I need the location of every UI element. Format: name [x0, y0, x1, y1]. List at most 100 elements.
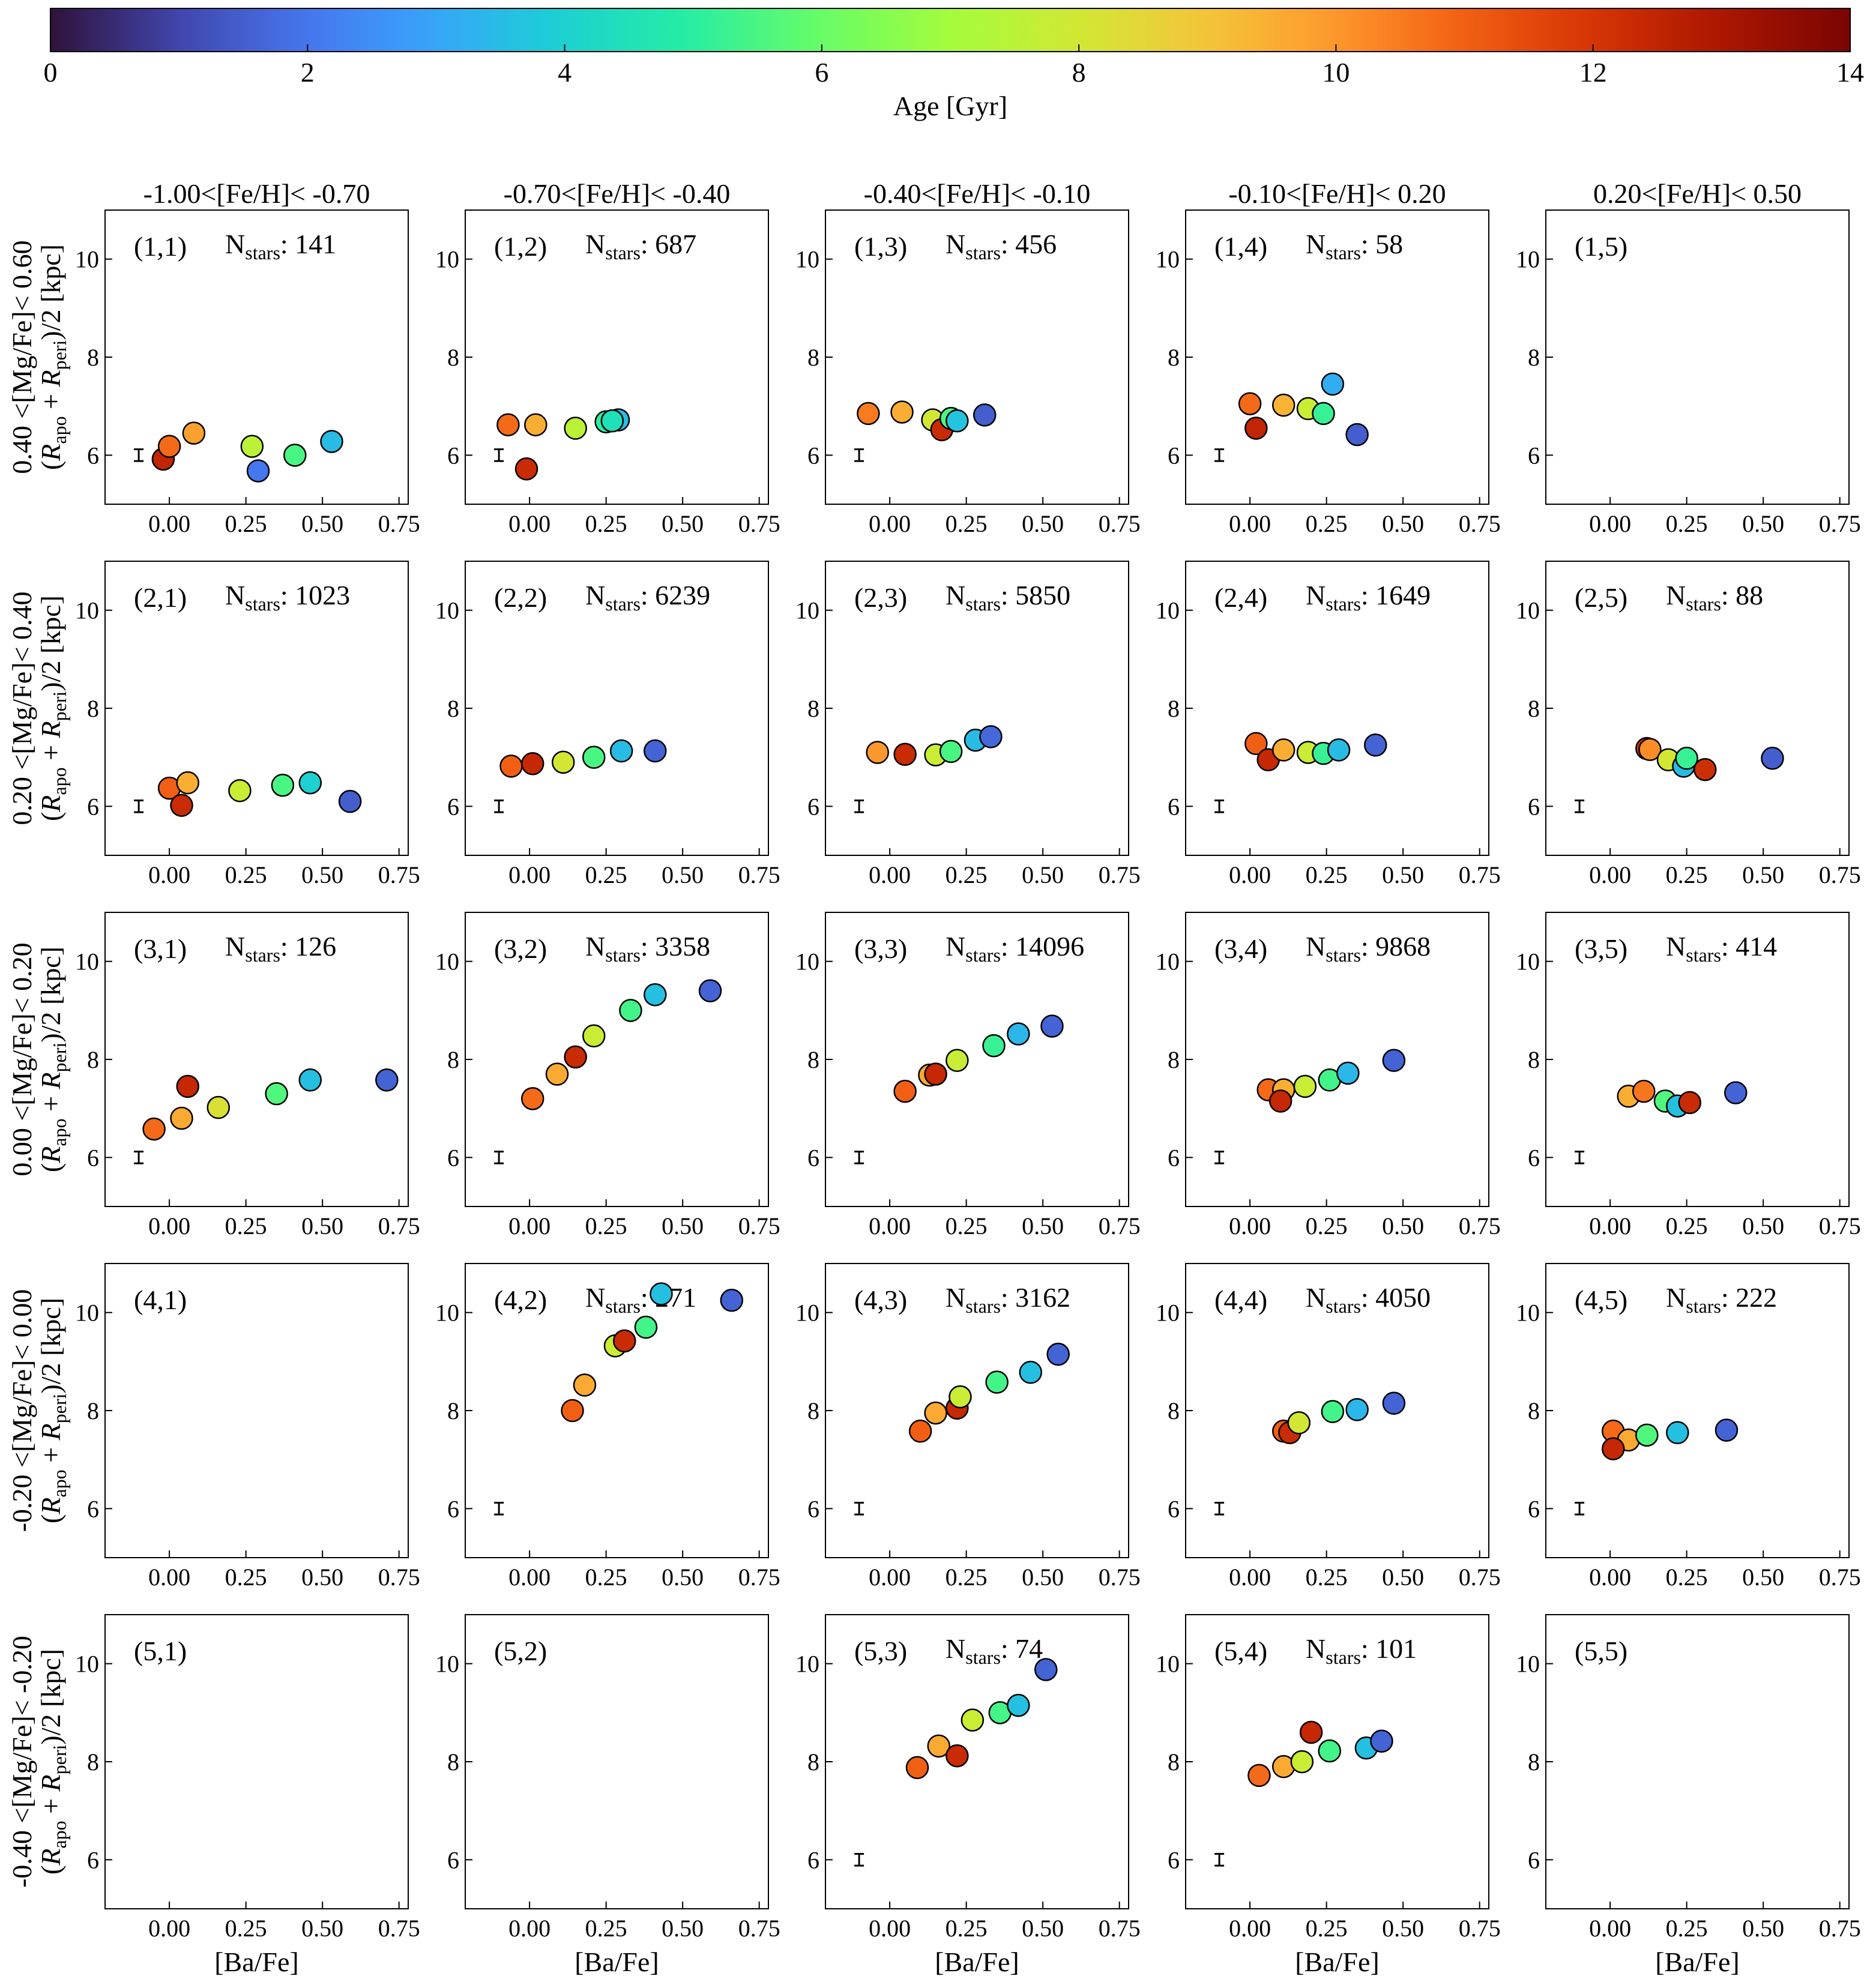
nstars-label: Nstars: 9868 — [1306, 931, 1431, 966]
x-axis-label: [Ba/Fe] — [575, 1947, 659, 1977]
panel-grid: -1.00<[Fe/H]< -0.70 -0.70<[Fe/H]< -0.40 -0… — [7, 178, 1861, 1977]
x-tick-label: 0.25 — [225, 1212, 267, 1240]
panel-index: (4,5) — [1575, 1285, 1627, 1315]
nstars-value: 3358 — [655, 931, 710, 962]
nstars-value: 222 — [1736, 1282, 1777, 1313]
x-tick-label: 0.50 — [1382, 861, 1424, 888]
data-point — [1364, 733, 1387, 757]
data-point — [1321, 372, 1345, 396]
x-axis-label: [Ba/Fe] — [214, 1947, 299, 1977]
panel: 0.00 0.25 0.50 0.75 6 8 10 (4,1) — [75, 1263, 420, 1591]
y-tick-label: 10 — [1516, 597, 1540, 624]
data-point — [1694, 758, 1717, 782]
y-axis-label: (Rapo + Rperi)/2 [kpc] — [35, 947, 70, 1172]
data-point — [1345, 423, 1369, 447]
x-tick-label: 0.75 — [738, 861, 780, 888]
colorbar-label: Age [Gyr] — [893, 91, 1007, 121]
x-tick-label: 0.75 — [1459, 1564, 1501, 1591]
x-tick-label: 0.00 — [869, 1915, 911, 1942]
data-point — [619, 999, 642, 1022]
data-point — [893, 1079, 917, 1103]
data-point — [1666, 1421, 1689, 1444]
panel: 0.00 0.25 0.50 0.75 6 8 10 (2,2) Nstars: 6239 — [435, 561, 780, 888]
x-axis-label: [Ba/Fe] — [1655, 1947, 1740, 1977]
data-point — [1345, 1398, 1369, 1421]
y-tick-label: 8 — [447, 344, 459, 371]
nstars-label: Nstars: 101 — [1306, 1633, 1417, 1668]
data-point — [1040, 1014, 1064, 1038]
x-tick-label: 0.00 — [148, 1915, 190, 1942]
data-point — [866, 741, 889, 764]
colorbar-tick-label: 4 — [558, 57, 572, 88]
error-bar — [854, 448, 864, 462]
error-bar — [1575, 800, 1585, 813]
x-tick-label: 0.75 — [1819, 861, 1861, 888]
y-tick-label: 6 — [447, 442, 459, 469]
data-point — [271, 773, 295, 797]
x-tick-label: 0.00 — [508, 510, 550, 537]
data-point — [698, 979, 722, 1002]
data-point — [1632, 1079, 1656, 1103]
error-bar — [1214, 1853, 1225, 1867]
panel-index: (2,1) — [134, 582, 187, 613]
data-point — [499, 755, 523, 778]
data-point — [644, 983, 667, 1007]
y-tick-label: 10 — [795, 948, 819, 975]
panel-index: (2,3) — [854, 582, 907, 613]
data-point — [961, 1708, 985, 1732]
panel: 0.00 0.25 0.50 0.75 6 8 10 (5,4) Nstars: 101 [Ba/… — [1156, 1614, 1501, 1977]
y-tick-label: 6 — [87, 1846, 99, 1873]
data-point — [1715, 1418, 1739, 1442]
panel-index: (2,5) — [1575, 582, 1627, 613]
nstars-value: 14096 — [1015, 931, 1084, 962]
y-tick-label: 10 — [1156, 1300, 1180, 1327]
x-tick-label: 0.50 — [1022, 1564, 1064, 1591]
panel-index: (3,5) — [1575, 933, 1627, 964]
nstars-label: Nstars: 1023 — [225, 580, 350, 615]
error-bar — [1214, 1502, 1225, 1516]
nstars-value: 6239 — [655, 580, 710, 610]
y-tick-label: 10 — [75, 246, 99, 273]
y-tick-label: 6 — [1168, 1144, 1180, 1171]
y-tick-label: 10 — [795, 597, 819, 624]
y-tick-label: 10 — [1516, 1300, 1540, 1327]
error-bar — [494, 448, 504, 462]
y-tick-label: 10 — [1516, 1651, 1540, 1678]
x-tick-label: 0.50 — [301, 1212, 343, 1240]
y-tick-label: 10 — [435, 246, 459, 273]
x-tick-label: 0.25 — [585, 1564, 627, 1591]
panel: 0.00 0.25 0.50 0.75 6 8 10 (3,5) Nstars: 414 — [1516, 912, 1861, 1240]
data-point — [1293, 1074, 1317, 1098]
panel-index: (2,2) — [494, 582, 547, 613]
row-label: 0.40 <[Mg/Fe]< 0.60(Rapo + Rperi)/2 [kpc… — [7, 240, 70, 474]
data-point — [609, 739, 633, 763]
data-point — [973, 403, 997, 427]
column-title: -0.70<[Fe/H]< -0.40 — [504, 178, 731, 209]
y-tick-label: 8 — [447, 695, 459, 722]
x-tick-label: 0.00 — [869, 1212, 911, 1240]
x-tick-label: 0.25 — [946, 1564, 988, 1591]
nstars-label: Nstars: 5850 — [946, 580, 1070, 615]
colorbar-tick-label: 2 — [301, 57, 315, 88]
x-tick-label: 0.00 — [1589, 1212, 1631, 1240]
y-axis-label: (Rapo + Rperi)/2 [kpc] — [35, 1298, 70, 1523]
x-tick-label: 0.50 — [301, 861, 343, 888]
x-tick-label: 0.25 — [1306, 1564, 1348, 1591]
x-tick-label: 0.50 — [301, 510, 343, 537]
data-point — [924, 1401, 947, 1425]
x-tick-label: 0.25 — [946, 510, 988, 537]
panel: 0.00 0.25 0.50 0.75 6 8 10 (2,3) Nstars: 5850 — [795, 561, 1141, 888]
y-tick-label: 8 — [447, 1397, 459, 1424]
data-point — [1635, 1423, 1659, 1447]
y-tick-label: 10 — [795, 246, 819, 273]
x-tick-label: 0.25 — [946, 861, 988, 888]
x-tick-label: 0.00 — [1589, 861, 1631, 888]
error-bar — [854, 800, 864, 813]
row-mgfe-label: 0.20 <[Mg/Fe]< 0.40 — [7, 591, 37, 825]
x-tick-label: 0.25 — [225, 1564, 267, 1591]
data-point — [176, 1074, 199, 1098]
x-tick-label: 0.50 — [1742, 1915, 1784, 1942]
x-tick-label: 0.50 — [662, 861, 704, 888]
x-tick-label: 0.25 — [1306, 1915, 1348, 1942]
data-point — [176, 771, 199, 795]
